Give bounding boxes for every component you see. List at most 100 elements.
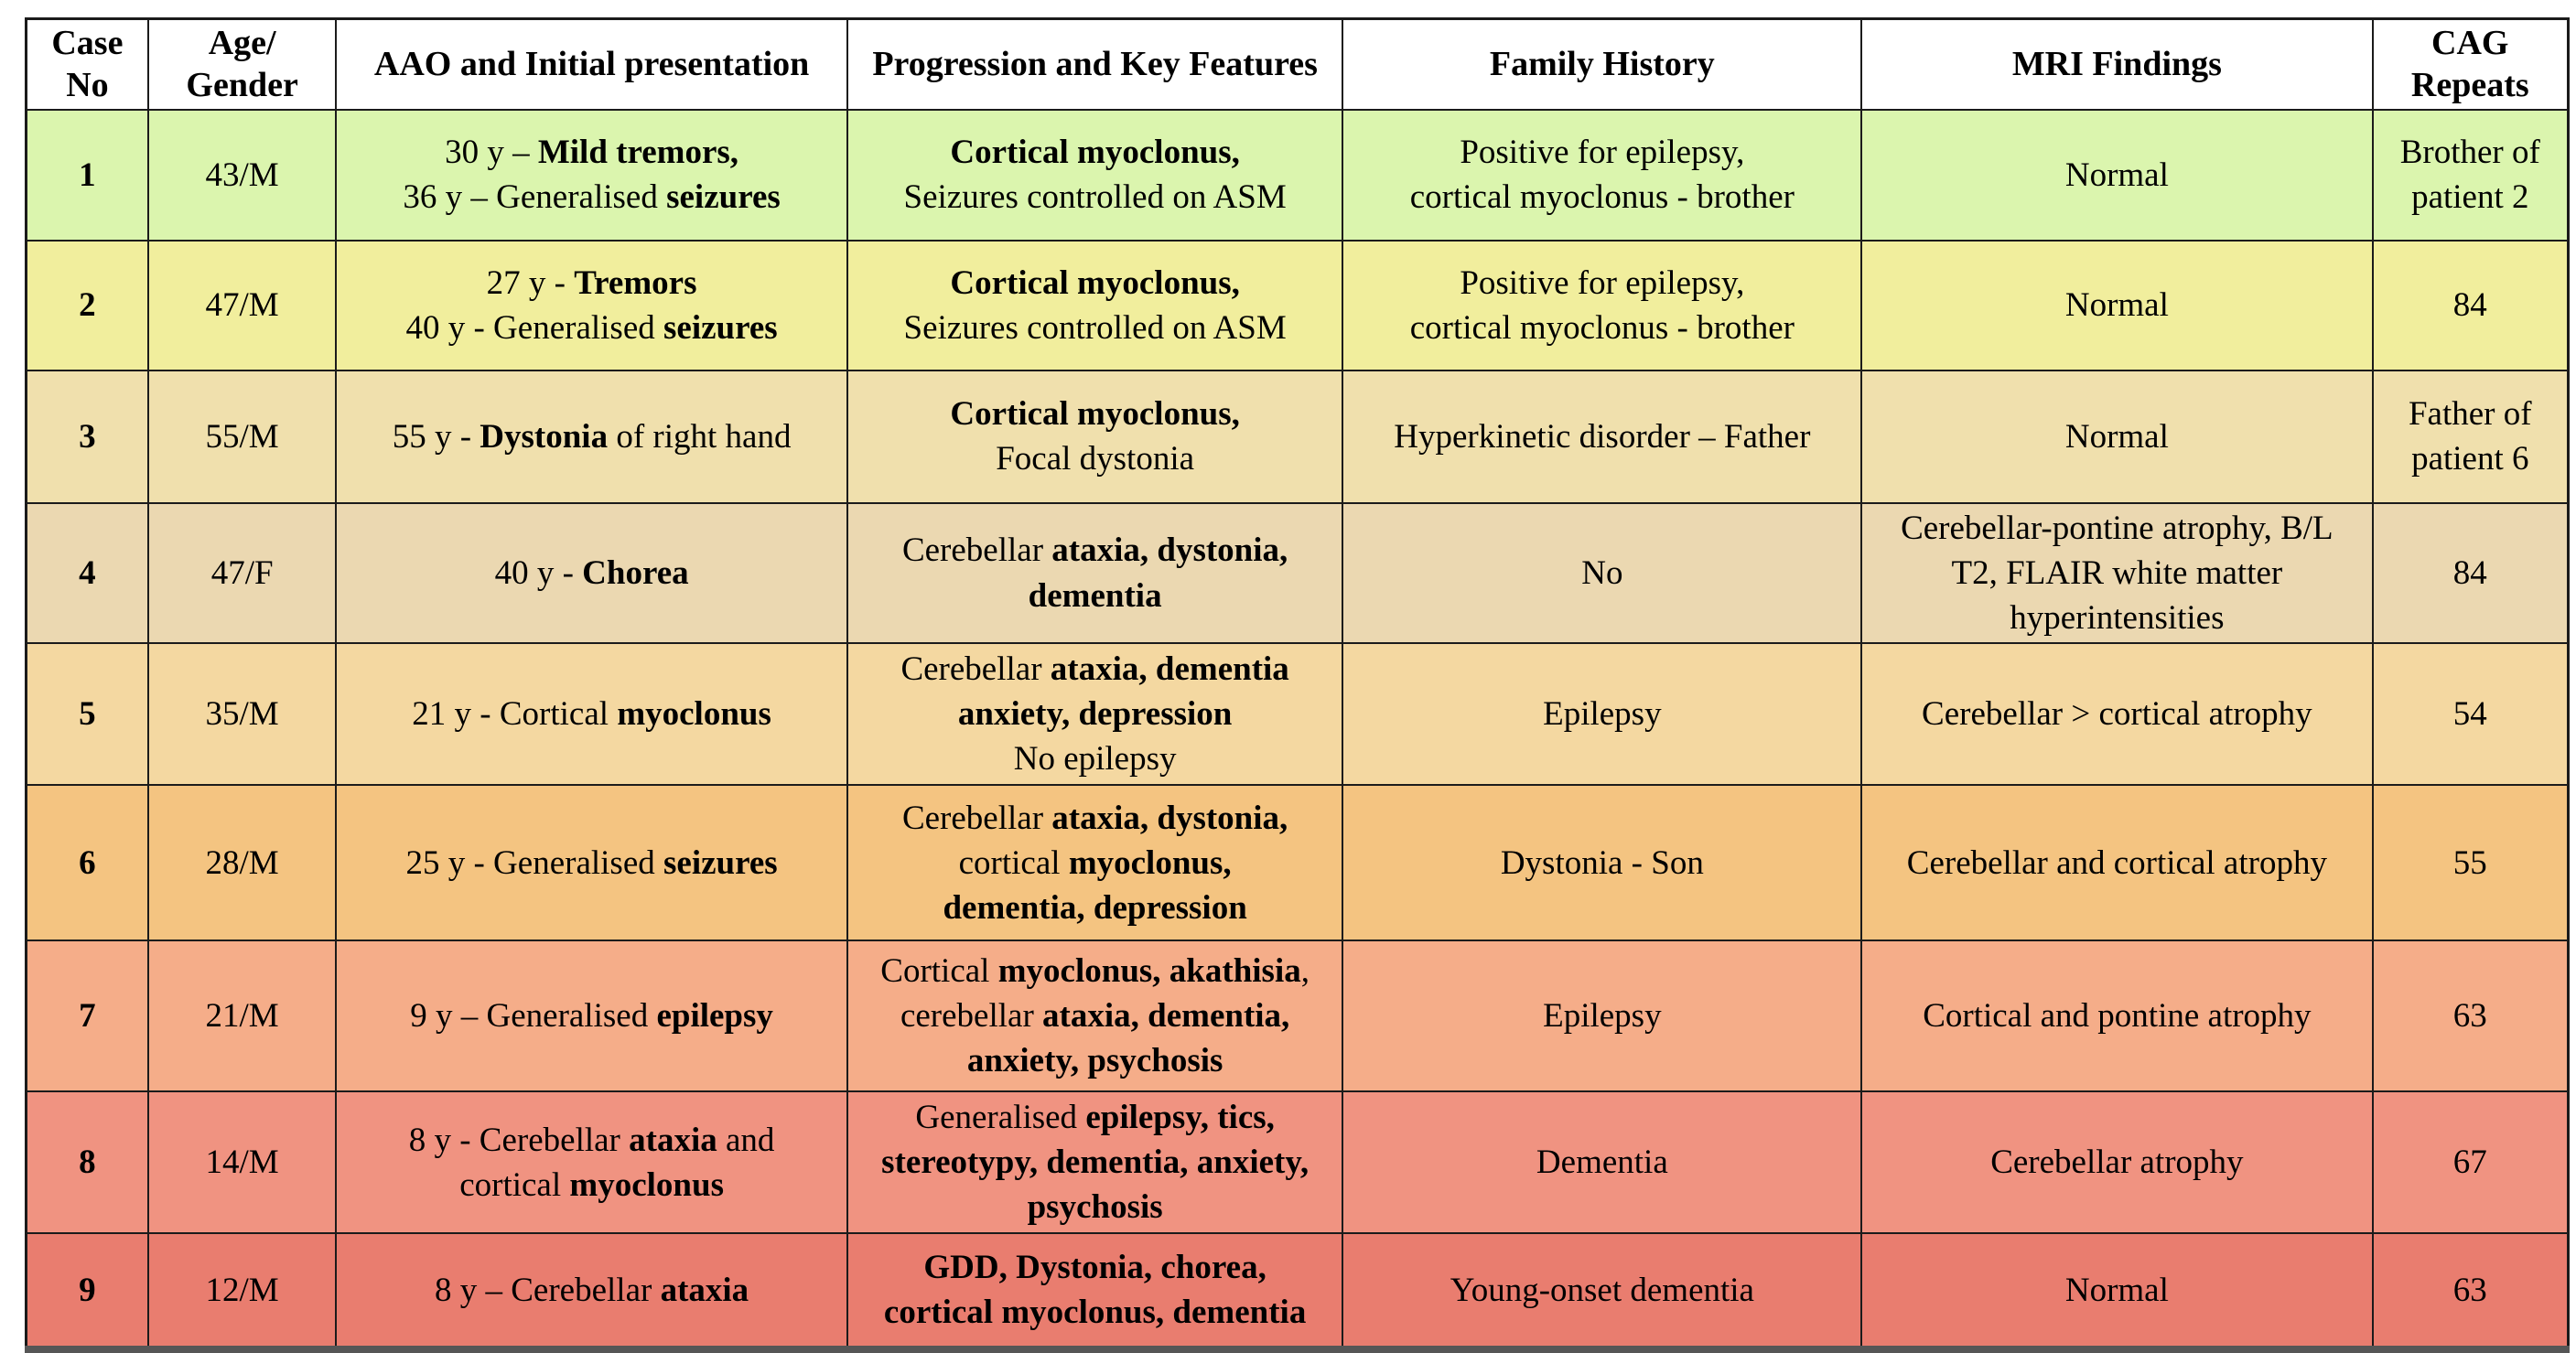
- cell-mri-findings: Cortical and pontine atrophy: [1860, 940, 2374, 1093]
- column-header-family-history: Family History: [1342, 17, 1863, 111]
- cell-line: Positive for epilepsy,: [1351, 130, 1853, 175]
- cell-aao: 27 y - Tremors 40 y - Generalised seizure…: [335, 239, 848, 371]
- cell-cag-repeats: 84: [2371, 239, 2570, 371]
- cell-case-no: 6: [25, 784, 149, 942]
- text-run: cortical myoclonus, dementia: [883, 1294, 1307, 1332]
- cell-cag-repeats: 55: [2371, 784, 2570, 942]
- cell-line: cortical myoclonus - brother: [1351, 306, 1853, 350]
- text-run: Tremors: [574, 263, 697, 302]
- text-run: 27 y -: [486, 263, 575, 302]
- text-run: Normal: [2064, 156, 2169, 194]
- cell-line: cortical myoclonus,: [856, 841, 1335, 886]
- column-header-aao: AAO and Initial presentation: [335, 17, 848, 111]
- text-run: Mild tremors,: [537, 134, 739, 172]
- cell-age-gender: 47/F: [146, 501, 338, 645]
- table-row-case-6: 6 28/M 25 y - Generalised seizures Cerebell…: [25, 784, 2570, 942]
- cell-age-gender: 21/M: [146, 940, 338, 1093]
- cell-line: Cerebellar-pontine atrophy, B/L: [1870, 506, 2364, 551]
- cell-mri-findings: Cerebellar > cortical atrophy: [1860, 642, 2374, 787]
- cell-line: 27 y - Tremors: [344, 261, 838, 306]
- column-header-case-no: Case No: [25, 17, 149, 111]
- cell-case-no: 1: [25, 108, 149, 242]
- text-run: 55 y -: [392, 417, 480, 456]
- cell-mri-findings: Cerebellar-pontine atrophy, B/L T2, FLAIR…: [1860, 501, 2374, 645]
- cell-line: 55: [2381, 841, 2560, 886]
- text-run: ,: [1300, 952, 1310, 991]
- cell-aao: 21 y - Cortical myoclonus: [335, 642, 848, 787]
- cell-line: Epilepsy: [1351, 993, 1853, 1038]
- cell-cag-repeats: 54: [2371, 642, 2570, 787]
- text-run: epilepsy: [656, 997, 773, 1036]
- text-run: Chorea: [582, 553, 689, 592]
- cell-mri-findings: Cerebellar and cortical atrophy: [1860, 784, 2374, 942]
- cell-family-history: Epilepsy: [1342, 642, 1863, 787]
- cell-line: dementia: [856, 574, 1335, 618]
- cell-line: 67: [2381, 1140, 2560, 1185]
- text-run: 84: [2452, 286, 2487, 325]
- cell-line: Cerebellar and cortical atrophy: [1870, 841, 2364, 886]
- cell-age-gender: 43/M: [146, 108, 338, 242]
- cell-line: Dystonia - Son: [1351, 841, 1853, 886]
- cell-progression: Cortical myoclonus, Seizures controlled o…: [846, 239, 1344, 371]
- cell-age-gender: 12/M: [146, 1232, 338, 1351]
- cell-line: Cerebellar atrophy: [1870, 1140, 2364, 1185]
- column-header-mri-findings: MRI Findings: [1860, 17, 2374, 111]
- text-run: 54: [2452, 695, 2487, 734]
- cell-line: anxiety, psychosis: [856, 1038, 1335, 1083]
- cell-line: cortical myoclonus: [344, 1163, 838, 1208]
- cell-line: Cortical myoclonus, akathisia,: [856, 949, 1335, 993]
- text-run: dementia, depression: [943, 888, 1247, 927]
- text-run: patient 6: [2411, 440, 2529, 478]
- text-run: Normal: [2064, 417, 2169, 456]
- cell-progression: Cerebellar ataxia, dementia anxiety, depr…: [846, 642, 1344, 787]
- cell-line: Normal: [1870, 414, 2364, 459]
- cell-progression: Cortical myoclonus, akathisia, cerebellar…: [846, 940, 1344, 1093]
- cell-cag-repeats: Brother of patient 2: [2371, 108, 2570, 242]
- cell-line: Young-onset dementia: [1351, 1268, 1853, 1313]
- cell-line: Positive for epilepsy,: [1351, 261, 1853, 306]
- cell-case-no: 9: [25, 1232, 149, 1351]
- cell-line: Normal: [1870, 1268, 2364, 1313]
- cell-line: Hyperkinetic disorder – Father: [1351, 414, 1853, 459]
- cell-case-no: 2: [25, 239, 149, 371]
- cell-aao: 8 y – Cerebellar ataxia: [335, 1232, 848, 1351]
- cell-age-gender: 35/M: [146, 642, 338, 787]
- cell-line: patient 2: [2381, 175, 2560, 220]
- cell-line: GDD, Dystonia, chorea,: [856, 1245, 1335, 1290]
- text-run: Cortical: [880, 952, 998, 991]
- cell-case-no: 7: [25, 940, 149, 1093]
- text-run: seizures: [663, 843, 778, 882]
- cell-line: T2, FLAIR white matter: [1870, 551, 2364, 596]
- text-run: 21 y - Cortical: [412, 695, 618, 734]
- cell-line: 55 y - Dystonia of right hand: [344, 414, 838, 459]
- cell-line: 40 y - Generalised seizures: [344, 306, 838, 350]
- text-run: Cortical myoclonus,: [950, 395, 1240, 434]
- cell-family-history: No: [1342, 501, 1863, 645]
- text-run: anxiety, depression: [957, 695, 1233, 734]
- cell-line: 30 y – Mild tremors,: [344, 130, 838, 175]
- cell-line: 63: [2381, 1268, 2560, 1313]
- text-run: Normal: [2064, 286, 2169, 325]
- text-run: 55: [2452, 843, 2487, 882]
- column-header-progression: Progression and Key Features: [846, 17, 1344, 111]
- column-header-cag-repeats: CAG Repeats: [2371, 17, 2570, 111]
- cell-family-history: Dementia: [1342, 1090, 1863, 1235]
- cell-line: 8 y – Cerebellar ataxia: [344, 1268, 838, 1313]
- cell-line: Cortical myoclonus,: [856, 130, 1335, 175]
- cell-line: No: [1351, 551, 1853, 596]
- text-run: seizures: [663, 308, 778, 347]
- cell-mri-findings: Cerebellar atrophy: [1860, 1090, 2374, 1235]
- text-run: Brother of: [2399, 134, 2540, 172]
- cell-line: Cortical and pontine atrophy: [1870, 993, 2364, 1038]
- cell-line: 63: [2381, 993, 2560, 1038]
- cell-aao: 25 y - Generalised seizures: [335, 784, 848, 942]
- text-run: Seizures controlled on ASM: [903, 308, 1287, 347]
- text-run: 8 y – Cerebellar: [435, 1271, 661, 1309]
- text-run: patient 2: [2411, 178, 2529, 217]
- cell-mri-findings: Normal: [1860, 108, 2374, 242]
- cell-line: cortical myoclonus, dementia: [856, 1290, 1335, 1335]
- table-row-case-2: 2 47/M 27 y - Tremors 40 y - Generalised se…: [25, 239, 2570, 371]
- cell-line: Cerebellar ataxia, dementia: [856, 647, 1335, 692]
- text-run: Hyperkinetic disorder – Father: [1394, 417, 1811, 456]
- text-run: Cortical myoclonus,: [950, 134, 1240, 172]
